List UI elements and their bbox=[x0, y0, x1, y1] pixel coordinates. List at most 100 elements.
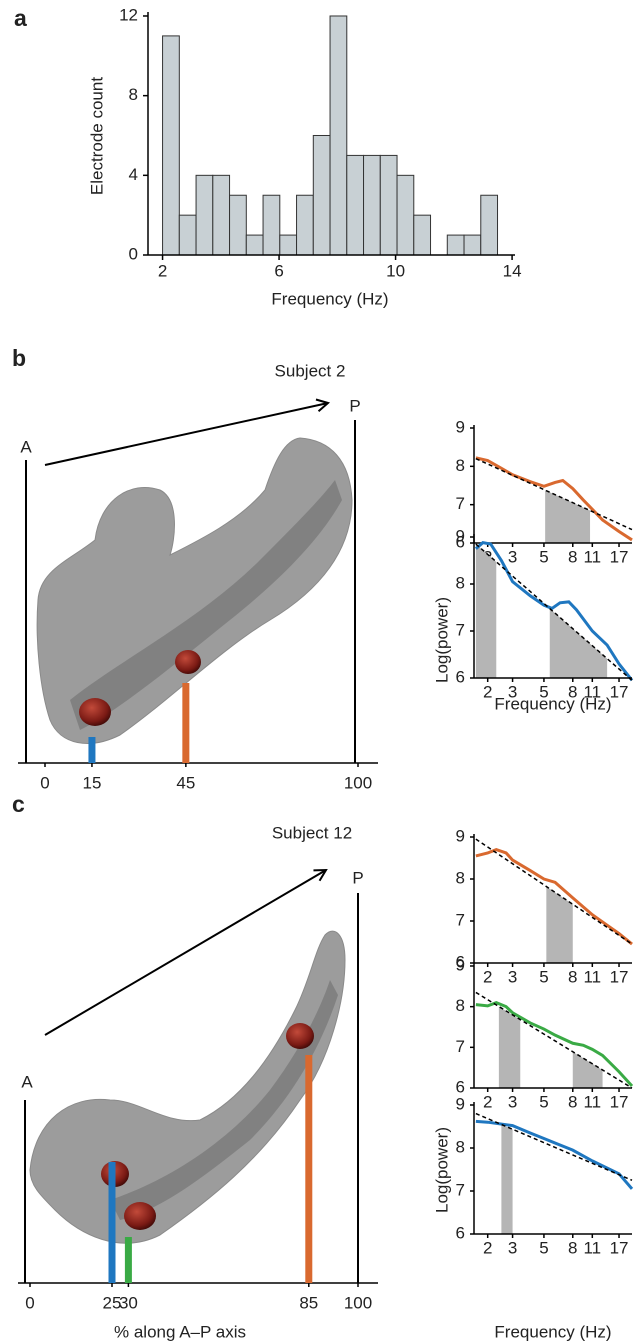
x-tick-label: 8 bbox=[568, 967, 577, 986]
electrode-position-bar bbox=[88, 737, 96, 763]
x-tick-label: 8 bbox=[568, 682, 577, 701]
fit-band bbox=[572, 1051, 603, 1088]
y-tick-label: 9 bbox=[456, 955, 465, 974]
subject-label: Subject 12 bbox=[272, 823, 352, 842]
y-tick-label: 4 bbox=[129, 165, 138, 184]
fit-band bbox=[549, 608, 608, 678]
panel-label: b bbox=[12, 345, 26, 371]
histogram-bar bbox=[446, 234, 465, 256]
histogram-bar bbox=[312, 134, 331, 256]
x-tick-label: 25 bbox=[103, 1293, 122, 1312]
histogram-bar bbox=[346, 154, 365, 256]
power-spectrum bbox=[475, 456, 633, 542]
fit-band bbox=[546, 886, 573, 963]
y-tick-label: 7 bbox=[456, 1037, 465, 1056]
x-tick-label: 3 bbox=[508, 682, 517, 701]
x-tick-label: 11 bbox=[583, 682, 601, 701]
y-tick-label: 9 bbox=[456, 826, 465, 845]
x-tick-label: 8 bbox=[568, 547, 577, 566]
x-tick-label: 11 bbox=[583, 1238, 601, 1257]
y-tick-label: 6 bbox=[456, 667, 465, 686]
x-tick-label: 85 bbox=[299, 1293, 318, 1312]
histogram-bar bbox=[329, 15, 348, 256]
histogram-bar bbox=[212, 174, 231, 256]
x-tick-label: 11 bbox=[583, 547, 601, 566]
y-tick-label: 8 bbox=[456, 996, 465, 1015]
fit-line bbox=[475, 457, 633, 531]
x-tick-label: 2 bbox=[158, 261, 167, 280]
x-tick-label: 8 bbox=[568, 1238, 577, 1257]
electrode-position-bar bbox=[108, 1162, 116, 1283]
y-tick-label: 9 bbox=[456, 1094, 465, 1113]
y-tick-label: 6 bbox=[456, 952, 465, 971]
x-tick-label: 45 bbox=[176, 773, 195, 792]
y-tick-label: 8 bbox=[456, 868, 465, 887]
anterior-label: A bbox=[20, 437, 32, 456]
histogram-bar bbox=[296, 194, 314, 256]
y-tick-label: 8 bbox=[456, 456, 465, 475]
electrode bbox=[286, 1023, 314, 1049]
y-tick-label: 7 bbox=[456, 494, 465, 513]
hippocampus bbox=[110, 980, 338, 1220]
x-tick-label: 0 bbox=[40, 773, 49, 792]
histogram-bar bbox=[262, 194, 281, 256]
y-tick-label: 7 bbox=[456, 620, 465, 639]
power-spectrum bbox=[475, 1119, 634, 1190]
electrode bbox=[175, 650, 201, 674]
x-tick-label: 2 bbox=[483, 682, 492, 701]
histogram-bar bbox=[396, 174, 415, 256]
y-axis-label: Log(power) bbox=[432, 597, 451, 683]
x-tick-label: 0 bbox=[25, 1293, 34, 1312]
y-tick-label: 8 bbox=[456, 1137, 465, 1156]
x-tick-label: 100 bbox=[344, 773, 372, 792]
x-axis-label: Frequency (Hz) bbox=[494, 694, 611, 713]
x-tick-label: 100 bbox=[344, 1293, 372, 1312]
y-tick-label: 6 bbox=[456, 1077, 465, 1096]
histogram-bar bbox=[229, 194, 247, 256]
fit-band bbox=[545, 490, 591, 543]
x-tick-label: 2 bbox=[483, 967, 492, 986]
x-tick-label: 10 bbox=[386, 261, 405, 280]
histogram-bar bbox=[413, 214, 432, 256]
x-tick-label: 5 bbox=[539, 967, 548, 986]
x-tick-label: 2 bbox=[483, 1238, 492, 1257]
subject-label: Subject 2 bbox=[275, 361, 346, 380]
histogram-bar bbox=[480, 194, 499, 256]
histogram-bar bbox=[379, 154, 398, 256]
electrode bbox=[124, 1202, 156, 1230]
electrode-position-bar bbox=[124, 1237, 132, 1283]
x-tick-label: 17 bbox=[610, 967, 629, 986]
x-tick-label: 3 bbox=[508, 1238, 517, 1257]
electrode-position-bar bbox=[305, 1055, 313, 1283]
x-tick-label: 11 bbox=[583, 1092, 601, 1111]
histogram-bar bbox=[279, 234, 298, 256]
fit-line bbox=[475, 1112, 633, 1181]
fit-band bbox=[501, 1124, 513, 1234]
electrode bbox=[79, 698, 111, 726]
y-tick-label: 7 bbox=[456, 1180, 465, 1199]
power-spectrum bbox=[474, 541, 634, 682]
x-tick-label: 17 bbox=[610, 1238, 629, 1257]
x-tick-label: 5 bbox=[539, 547, 548, 566]
y-tick-label: 0 bbox=[129, 244, 138, 263]
x-tick-label: 8 bbox=[568, 1092, 577, 1111]
y-tick-label: 8 bbox=[129, 85, 138, 104]
histogram-bar bbox=[363, 154, 381, 256]
x-tick-label: 5 bbox=[539, 1238, 548, 1257]
power-spectrum bbox=[475, 848, 633, 946]
y-axis-label: Electrode count bbox=[87, 77, 106, 195]
histogram-bar bbox=[463, 234, 482, 256]
panel-label: c bbox=[12, 791, 25, 817]
y-tick-label: 9 bbox=[456, 526, 465, 545]
fit-band bbox=[498, 1006, 521, 1088]
fit-line bbox=[475, 838, 633, 945]
y-tick-label: 6 bbox=[456, 532, 465, 551]
histogram-bar bbox=[178, 214, 197, 256]
y-tick-label: 12 bbox=[119, 5, 138, 24]
power-spectrum bbox=[475, 1000, 634, 1087]
x-tick-label: 11 bbox=[583, 967, 601, 986]
ap-arrow bbox=[44, 870, 326, 1036]
x-axis-label: % along A–P axis bbox=[114, 1322, 246, 1341]
x-tick-label: 2 bbox=[483, 1092, 492, 1111]
